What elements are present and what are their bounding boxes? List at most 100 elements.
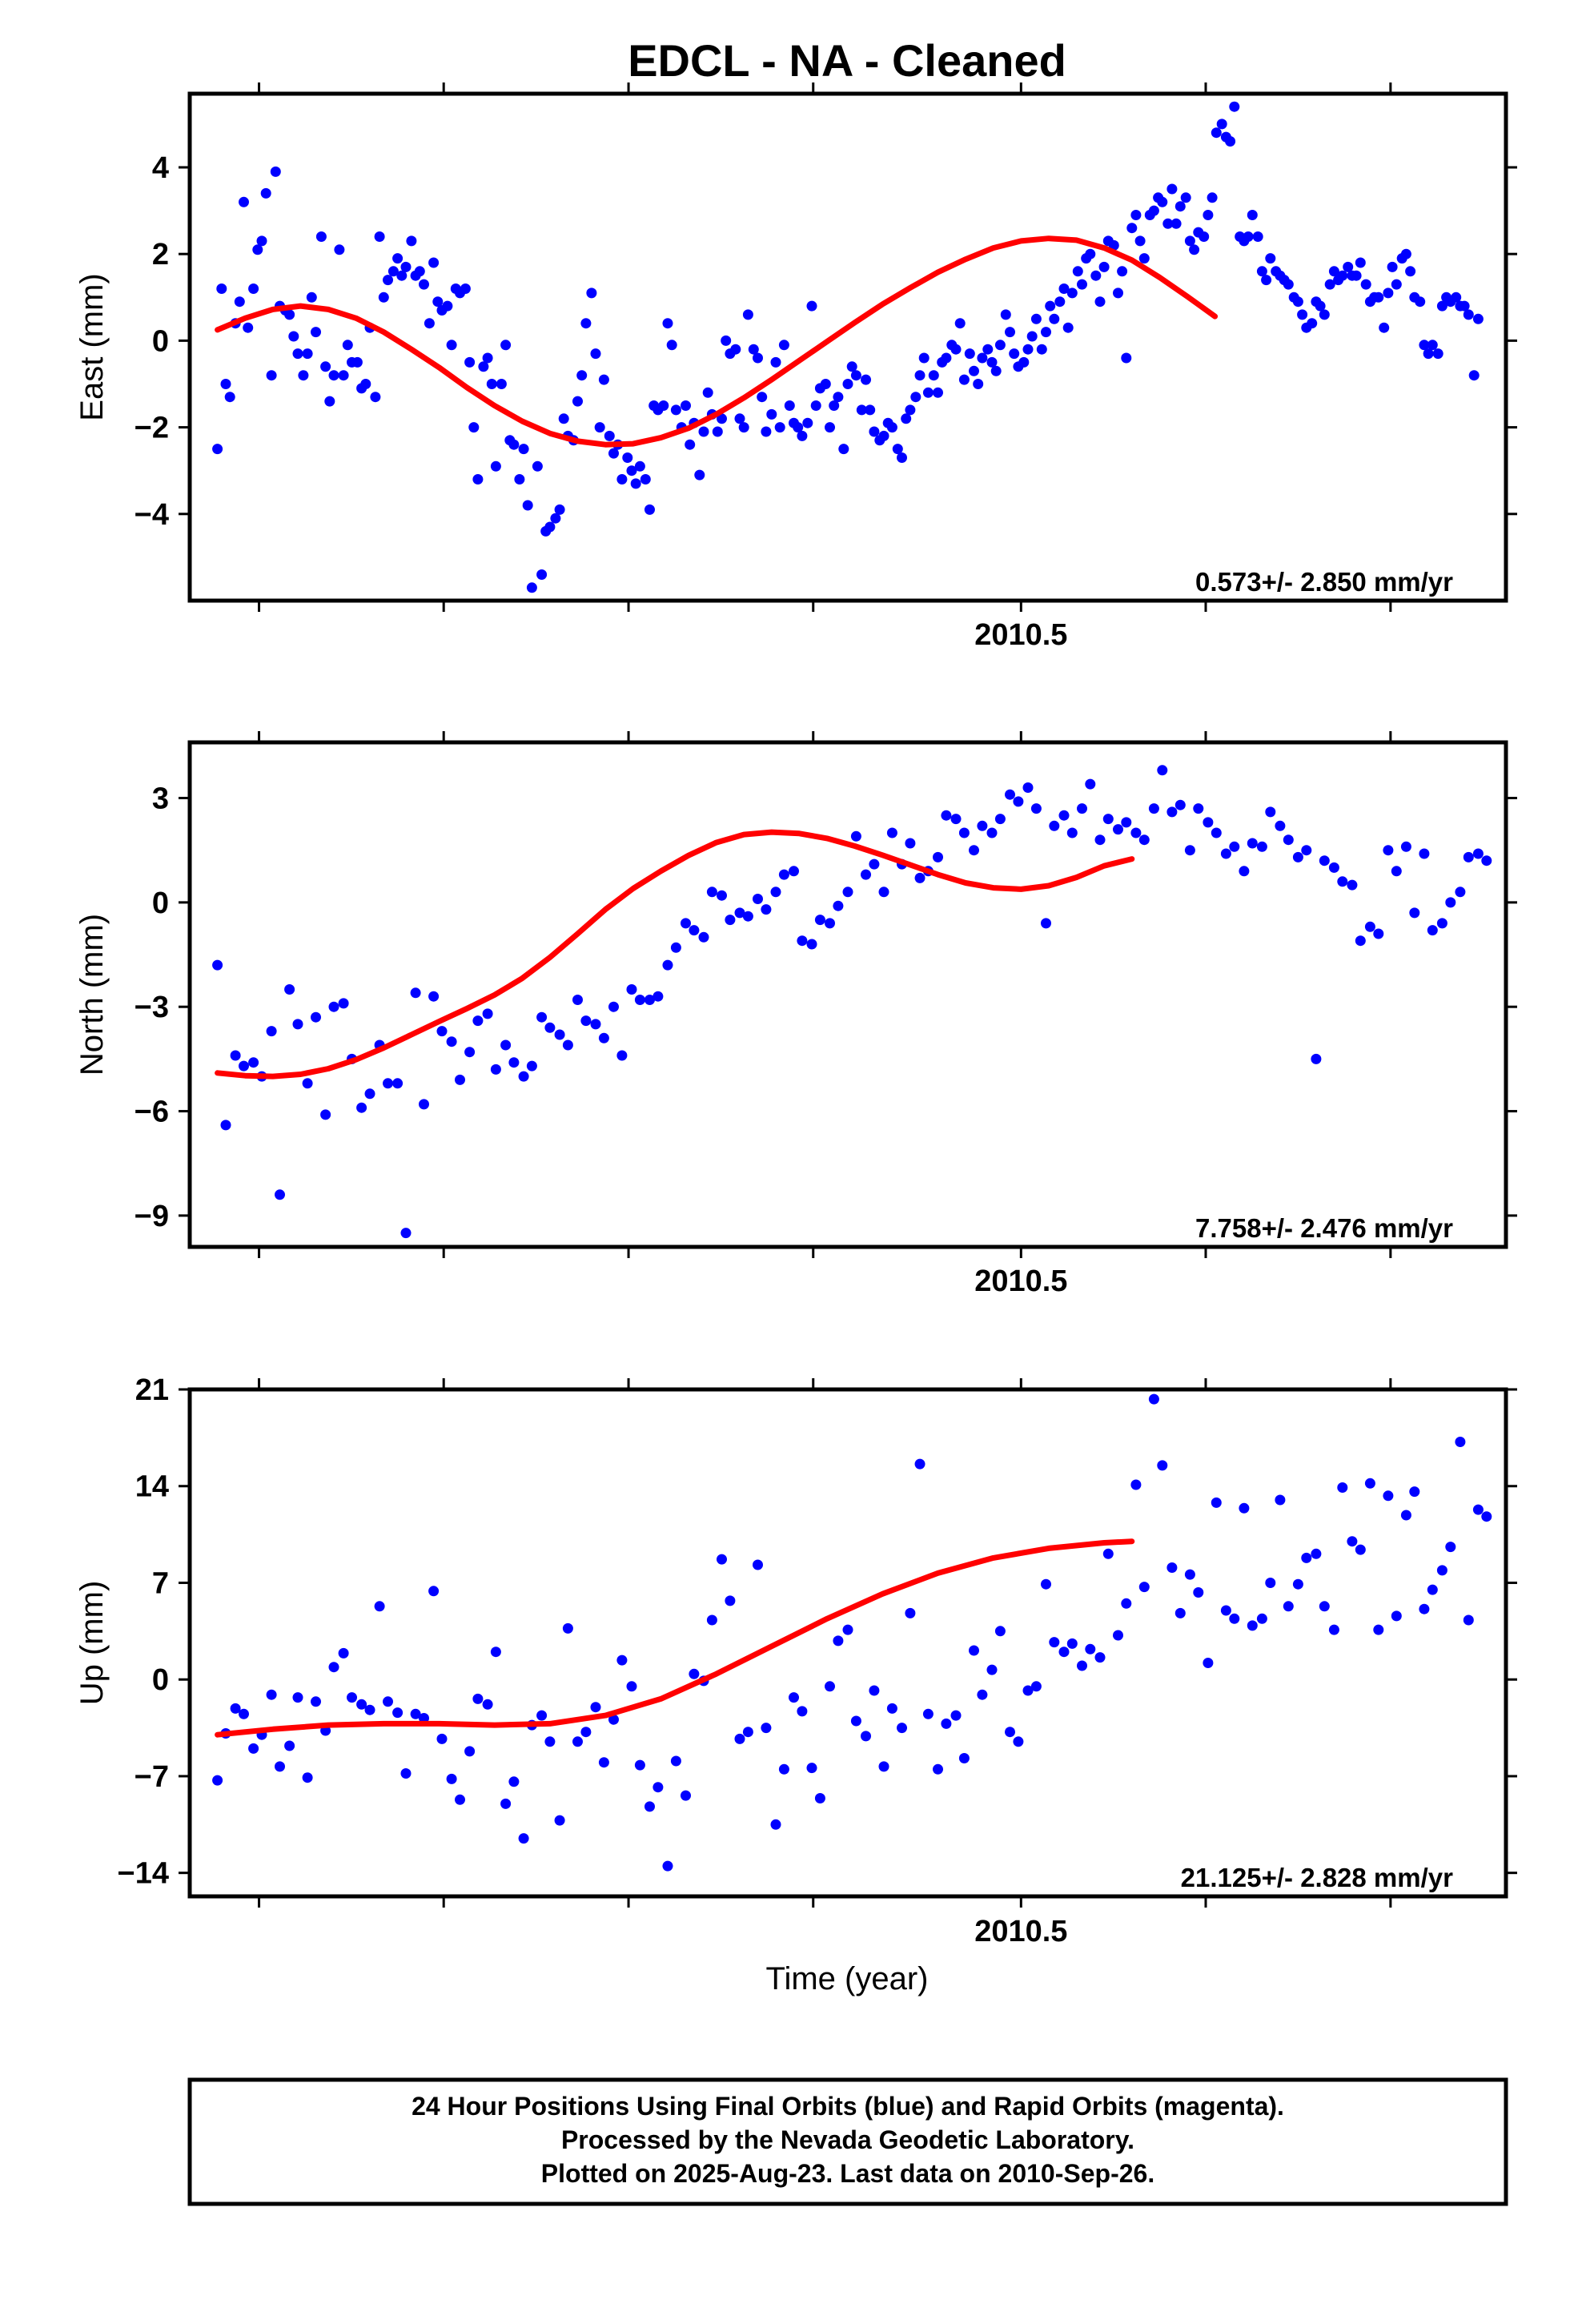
data-point <box>406 235 417 247</box>
data-point <box>1301 1552 1312 1563</box>
data-point <box>1005 1727 1015 1738</box>
data-point <box>950 1710 962 1721</box>
data-point <box>486 379 497 389</box>
data-point <box>1256 1613 1267 1624</box>
footer-line-1: 24 Hour Positions Using Final Orbits (bl… <box>412 2092 1284 2121</box>
data-point <box>1436 1565 1447 1576</box>
data-point <box>419 279 429 290</box>
data-point <box>969 1645 979 1656</box>
data-point <box>428 991 440 1002</box>
data-point <box>1170 218 1182 229</box>
data-point <box>1022 344 1034 355</box>
data-point <box>558 413 569 424</box>
data-point <box>878 1761 889 1772</box>
data-point <box>861 374 871 385</box>
data-point <box>886 827 897 838</box>
data-point <box>1415 296 1426 308</box>
data-point <box>770 1819 781 1830</box>
y-tick-label: 3 <box>152 782 169 816</box>
data-point <box>590 1702 601 1713</box>
data-point <box>608 1714 619 1725</box>
data-point <box>725 915 736 926</box>
data-point <box>1265 1578 1276 1588</box>
data-point <box>892 444 903 455</box>
data-point <box>1328 1624 1339 1635</box>
data-point <box>550 513 561 524</box>
data-point <box>730 344 741 355</box>
data-point <box>364 1704 375 1715</box>
data-point <box>428 257 440 268</box>
data-point <box>1455 887 1466 898</box>
data-point <box>414 266 425 277</box>
panel-north: −9 −6 −3 0 3 2010.5 North (mm) 7.758+/- 2.476 m… <box>74 731 1517 1298</box>
data-point <box>1383 845 1394 856</box>
data-point <box>370 392 381 403</box>
data-point <box>1301 845 1312 856</box>
data-point <box>662 318 673 329</box>
data-point <box>1455 1437 1466 1447</box>
data-point <box>681 918 691 929</box>
rate-label-east: 0.573+/- 2.850 mm/yr <box>1195 567 1453 597</box>
data-point <box>1472 1504 1484 1515</box>
data-point <box>212 444 223 455</box>
data-point <box>1174 1607 1186 1618</box>
data-point <box>572 995 583 1005</box>
data-point <box>1409 1486 1420 1498</box>
data-point <box>239 1060 249 1072</box>
data-point <box>662 959 673 971</box>
data-point <box>594 422 605 433</box>
data-point <box>1157 196 1168 207</box>
data-point <box>328 370 339 381</box>
data-point <box>1072 266 1083 277</box>
data-point <box>1157 765 1168 776</box>
data-point <box>392 1707 404 1719</box>
data-point <box>1383 287 1394 299</box>
y-tick-label: 7 <box>152 1566 169 1600</box>
data-point <box>1180 192 1191 203</box>
data-point <box>757 392 768 403</box>
data-point <box>576 370 588 381</box>
data-point <box>1216 119 1227 130</box>
data-point <box>652 1782 664 1793</box>
data-point <box>1373 928 1384 939</box>
data-point <box>220 1120 231 1131</box>
data-point <box>734 1733 745 1744</box>
y-tick-label: 0 <box>152 324 169 358</box>
data-point <box>1445 897 1456 908</box>
data-point <box>622 452 633 463</box>
data-point <box>1189 244 1200 255</box>
y-tick-label: 0 <box>152 887 169 920</box>
data-point <box>658 400 669 411</box>
data-point <box>1292 851 1303 862</box>
data-point <box>905 1607 916 1618</box>
data-point <box>1432 348 1443 360</box>
data-point <box>239 1708 249 1719</box>
data-point <box>351 356 363 368</box>
data-point <box>950 344 962 355</box>
data-point <box>1256 266 1267 277</box>
data-point <box>554 1815 565 1826</box>
data-point <box>825 422 835 433</box>
y-tick-label: −6 <box>135 1096 169 1129</box>
data-point <box>572 1736 583 1747</box>
y-tick-label: −7 <box>135 1760 169 1794</box>
data-point <box>1283 279 1294 290</box>
y-tick-label: −3 <box>135 991 169 1024</box>
data-point <box>315 231 327 242</box>
data-point <box>1130 827 1142 838</box>
data-point <box>1207 192 1218 203</box>
data-point <box>1022 782 1034 793</box>
fit-curve-north <box>215 829 1135 1080</box>
data-point <box>969 365 979 376</box>
data-point <box>734 413 745 424</box>
data-point <box>986 356 998 368</box>
data-point <box>861 869 871 880</box>
data-point <box>977 1689 988 1700</box>
data-point <box>562 1622 573 1634</box>
data-point <box>508 439 520 450</box>
data-point <box>522 500 533 511</box>
data-point <box>1383 1490 1394 1502</box>
data-point <box>1148 1393 1159 1405</box>
data-point <box>1427 925 1438 936</box>
data-point <box>342 340 353 351</box>
